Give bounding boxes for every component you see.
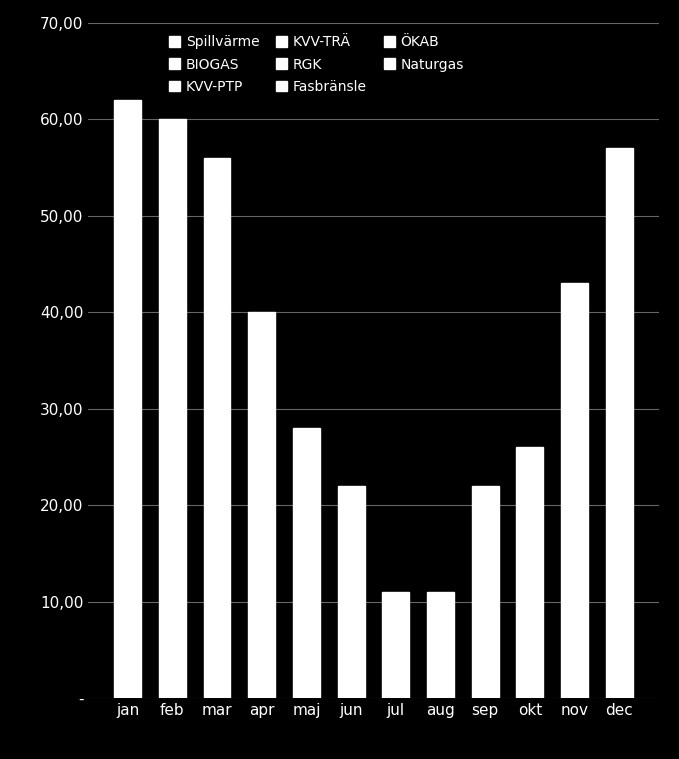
- Bar: [337, 486, 365, 698]
- Bar: [159, 119, 186, 698]
- Bar: [606, 148, 633, 698]
- Bar: [382, 592, 409, 698]
- Bar: [517, 447, 543, 698]
- Bar: [249, 312, 275, 698]
- Legend: Spillvärme, BIOGAS, KVV-PTP, KVV-TRÄ, RGK, Fasbränsle, ÖKAB, Naturgas: Spillvärme, BIOGAS, KVV-PTP, KVV-TRÄ, RG…: [164, 30, 469, 99]
- Bar: [472, 486, 498, 698]
- Bar: [114, 100, 141, 698]
- Bar: [427, 592, 454, 698]
- Bar: [204, 158, 230, 698]
- Bar: [561, 283, 588, 698]
- Bar: [293, 428, 320, 698]
